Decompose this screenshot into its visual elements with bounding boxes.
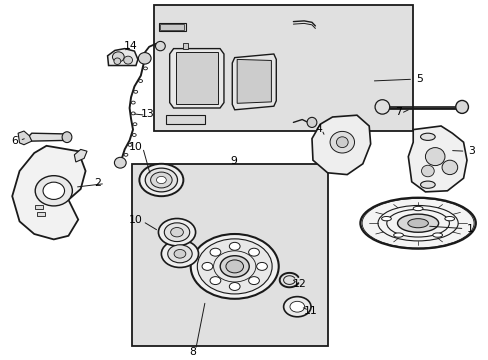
Ellipse shape	[248, 248, 259, 256]
Ellipse shape	[220, 256, 249, 277]
Ellipse shape	[360, 198, 475, 249]
Ellipse shape	[167, 245, 192, 263]
Ellipse shape	[138, 53, 151, 64]
Polygon shape	[232, 54, 276, 110]
Ellipse shape	[114, 58, 121, 64]
Ellipse shape	[210, 248, 221, 256]
Ellipse shape	[455, 100, 468, 113]
Ellipse shape	[420, 133, 434, 140]
Ellipse shape	[393, 233, 403, 237]
Ellipse shape	[43, 182, 64, 199]
Polygon shape	[311, 115, 370, 175]
Text: 12: 12	[292, 279, 305, 289]
Polygon shape	[107, 49, 138, 66]
Ellipse shape	[374, 100, 389, 114]
Ellipse shape	[412, 206, 422, 211]
Ellipse shape	[432, 233, 442, 237]
Text: 13: 13	[141, 109, 154, 120]
Ellipse shape	[197, 239, 271, 294]
Ellipse shape	[225, 260, 243, 273]
Ellipse shape	[174, 249, 185, 258]
Ellipse shape	[229, 283, 240, 291]
Ellipse shape	[289, 301, 304, 312]
Polygon shape	[29, 133, 67, 141]
Text: 10: 10	[129, 142, 142, 152]
Ellipse shape	[190, 234, 278, 299]
Text: 1: 1	[466, 224, 473, 234]
Text: 10: 10	[129, 215, 142, 225]
Bar	[160, 24, 184, 30]
Polygon shape	[18, 131, 32, 145]
Text: 3: 3	[468, 146, 474, 156]
Bar	[35, 205, 43, 209]
Bar	[166, 115, 205, 124]
Ellipse shape	[425, 148, 444, 166]
Ellipse shape	[421, 165, 433, 177]
Ellipse shape	[420, 181, 434, 188]
Ellipse shape	[112, 52, 124, 62]
Ellipse shape	[145, 168, 177, 192]
Ellipse shape	[329, 131, 354, 153]
Bar	[154, 5, 412, 131]
Ellipse shape	[306, 117, 316, 127]
Ellipse shape	[283, 297, 310, 317]
Ellipse shape	[248, 276, 259, 284]
Ellipse shape	[35, 176, 72, 206]
Ellipse shape	[381, 216, 390, 221]
Ellipse shape	[170, 228, 183, 237]
Text: 2: 2	[94, 178, 101, 188]
Ellipse shape	[155, 41, 165, 51]
Ellipse shape	[202, 262, 212, 270]
Text: 6: 6	[11, 136, 18, 146]
Polygon shape	[176, 52, 217, 104]
Polygon shape	[12, 146, 85, 239]
Ellipse shape	[397, 214, 438, 232]
Bar	[132, 164, 327, 346]
Ellipse shape	[444, 216, 454, 221]
Ellipse shape	[158, 219, 195, 246]
Ellipse shape	[139, 164, 183, 196]
Ellipse shape	[336, 137, 347, 148]
Ellipse shape	[210, 276, 221, 284]
Ellipse shape	[161, 240, 198, 267]
Polygon shape	[237, 59, 271, 103]
Bar	[183, 43, 188, 49]
Bar	[159, 23, 185, 31]
Text: 9: 9	[230, 156, 237, 166]
Polygon shape	[74, 149, 87, 162]
Ellipse shape	[156, 176, 166, 184]
Text: 7: 7	[394, 107, 401, 117]
Text: 4: 4	[315, 124, 322, 134]
Text: 14: 14	[124, 41, 138, 51]
Ellipse shape	[229, 242, 240, 250]
Ellipse shape	[150, 172, 172, 188]
Ellipse shape	[114, 157, 126, 168]
Bar	[37, 212, 45, 216]
Ellipse shape	[441, 160, 457, 175]
Ellipse shape	[164, 223, 189, 242]
Text: 8: 8	[189, 347, 196, 357]
Ellipse shape	[256, 262, 267, 270]
Polygon shape	[169, 49, 224, 108]
Ellipse shape	[407, 219, 427, 228]
Ellipse shape	[123, 56, 132, 64]
Text: 11: 11	[303, 306, 317, 316]
Ellipse shape	[62, 132, 72, 143]
Polygon shape	[407, 126, 466, 192]
Text: 5: 5	[415, 74, 422, 84]
